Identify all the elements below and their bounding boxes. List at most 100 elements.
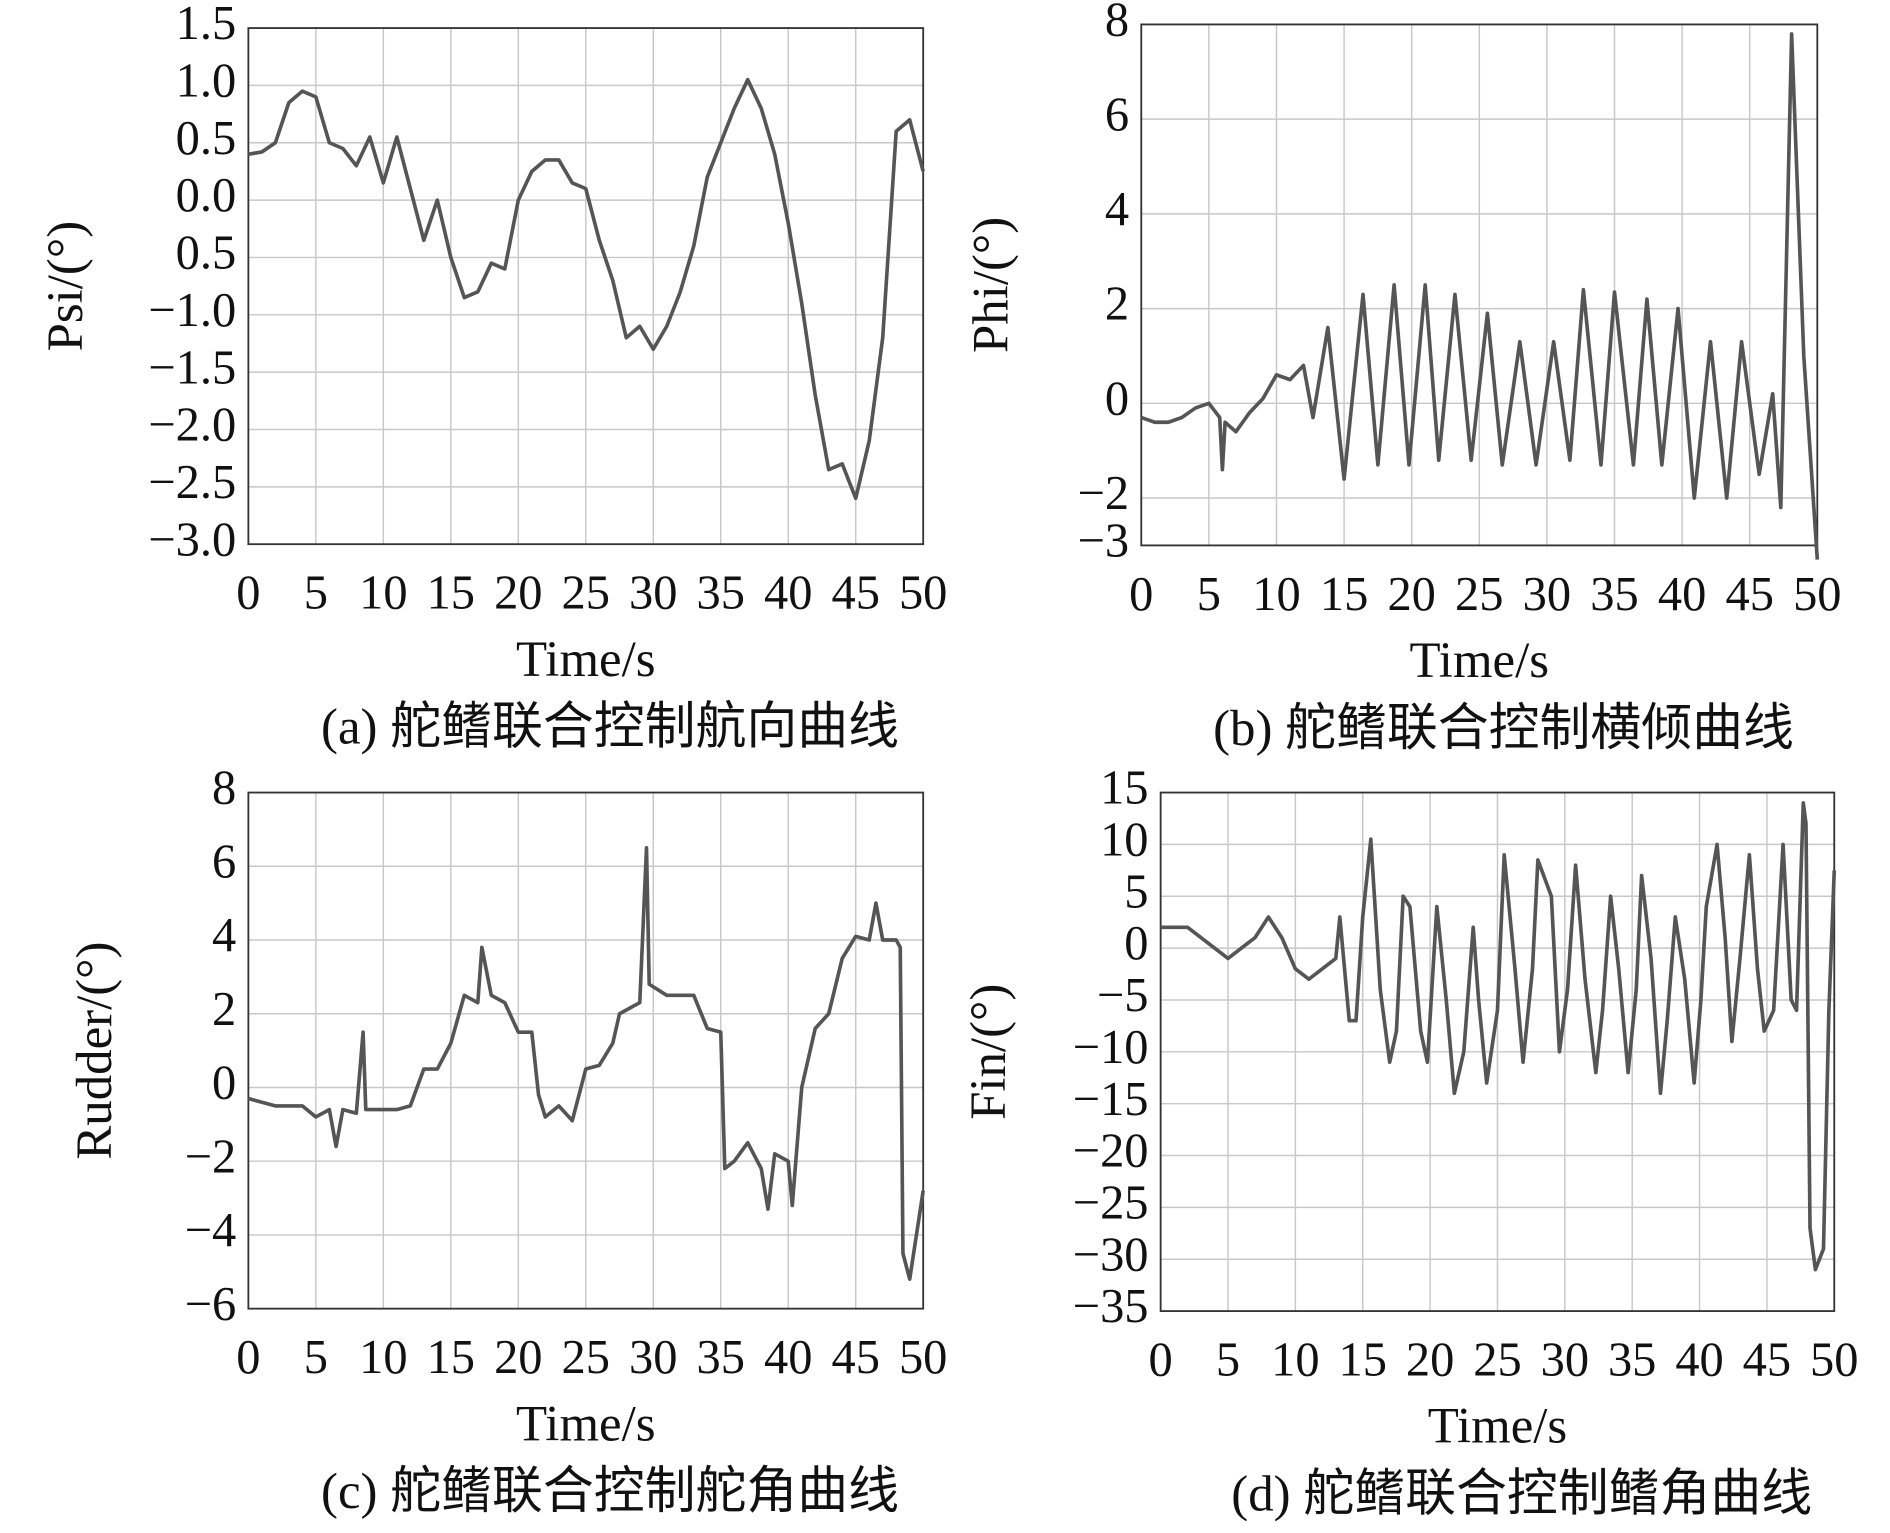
x-tick-label: 15 [427, 567, 475, 620]
x-tick-label: 20 [1387, 568, 1435, 621]
y-tick-label: 0 [212, 1057, 236, 1110]
plot-frame [1159, 791, 1836, 1312]
data-line [248, 77, 925, 501]
x-tick-label: 30 [629, 567, 677, 620]
x-tick-label: 0 [236, 567, 260, 620]
y-tick-label: −2.0 [148, 399, 236, 452]
x-tick-label: 45 [1725, 568, 1773, 621]
x-tick-label: 40 [764, 1331, 812, 1384]
x-tick-label: 40 [1675, 1334, 1723, 1387]
y-axis-label: Rudder/(°) [67, 942, 123, 1160]
x-tick-label: 20 [494, 1331, 542, 1384]
x-tick-label: 35 [1608, 1334, 1656, 1387]
x-tick-label: 0 [236, 1331, 260, 1384]
x-tick-label: 5 [1197, 568, 1221, 621]
data-line [1140, 32, 1820, 560]
y-tick-label: −25 [1073, 1177, 1149, 1230]
y-axis-label: Fin/(°) [961, 984, 1017, 1120]
y-tick-label: 4 [1105, 183, 1129, 236]
x-tick-label: 5 [304, 567, 328, 620]
x-tick-label: 20 [494, 567, 542, 620]
y-tick-label: −3 [1078, 515, 1130, 568]
x-axis-label: Time/s [1428, 1399, 1568, 1455]
y-axis-label: Psi/(°) [38, 221, 94, 352]
y-tick-label: −4 [185, 1204, 237, 1257]
y-tick-label: 1.0 [176, 55, 237, 108]
x-tick-label: 50 [899, 567, 947, 620]
plot-frame [247, 27, 925, 546]
y-tick-label: 8 [212, 762, 236, 815]
y-axis-label: Phi/(°) [964, 217, 1020, 353]
y-tick-label: 0.5 [176, 227, 237, 280]
y-tick-label: −10 [1073, 1021, 1149, 1074]
x-tick-label: 30 [629, 1331, 677, 1384]
y-tick-label: −2.5 [148, 456, 236, 509]
x-tick-label: 15 [1320, 568, 1368, 621]
x-tick-label: 5 [1216, 1334, 1240, 1387]
y-tick-label: −2 [1078, 467, 1130, 520]
y-tick-label: 0.5 [176, 112, 237, 165]
y-tick-label: 5 [1124, 865, 1148, 918]
x-tick-label: 20 [1406, 1334, 1454, 1387]
x-tick-label: 10 [359, 1331, 407, 1384]
y-tick-label: −6 [185, 1278, 237, 1331]
x-tick-label: 50 [1793, 568, 1841, 621]
x-tick-label: 30 [1523, 568, 1571, 621]
y-tick-label: −3.0 [148, 513, 236, 566]
x-tick-label: 25 [562, 567, 610, 620]
x-tick-label: 50 [1810, 1334, 1858, 1387]
x-tick-label: 35 [697, 567, 745, 620]
x-tick-label: 25 [562, 1331, 610, 1384]
x-axis-label: Time/s [1410, 633, 1550, 689]
y-tick-label: 10 [1100, 814, 1148, 867]
x-tick-label: 0 [1149, 1334, 1173, 1387]
y-tick-label: 0 [1124, 917, 1148, 970]
caption: (c) 舵鳍联合控制舵角曲线 [321, 1464, 899, 1520]
x-tick-label: 15 [1339, 1334, 1387, 1387]
x-tick-label: 10 [359, 567, 407, 620]
x-tick-label: 35 [1590, 568, 1638, 621]
x-tick-label: 30 [1541, 1334, 1589, 1387]
y-tick-label: 0 [1105, 372, 1129, 425]
y-tick-label: 2 [212, 983, 236, 1036]
y-tick-label: −1.0 [148, 284, 236, 337]
y-tick-label: −35 [1073, 1280, 1149, 1333]
x-tick-label: 35 [697, 1331, 745, 1384]
y-tick-label: −1.5 [148, 341, 236, 394]
x-tick-label: 45 [831, 567, 879, 620]
caption: (a) 舵鳍联合控制航向曲线 [321, 699, 899, 756]
y-tick-label: −2 [185, 1130, 237, 1183]
x-axis-label: Time/s [516, 1396, 656, 1452]
y-tick-label: 15 [1100, 762, 1148, 815]
y-tick-label: 0.0 [176, 169, 237, 222]
x-tick-label: 5 [304, 1331, 328, 1384]
data-line [1160, 801, 1837, 1272]
plot-frame [1140, 23, 1819, 547]
data-line [247, 846, 925, 1281]
y-tick-label: −20 [1073, 1125, 1149, 1178]
y-tick-label: 2 [1105, 278, 1129, 331]
x-tick-label: 50 [899, 1331, 947, 1384]
x-tick-label: 45 [1743, 1334, 1791, 1387]
y-tick-label: 4 [212, 909, 236, 962]
y-tick-label: −30 [1073, 1228, 1149, 1281]
x-tick-label: 25 [1455, 568, 1503, 621]
y-tick-label: 1.5 [176, 0, 237, 50]
x-tick-label: 40 [1658, 568, 1706, 621]
caption: (d) 舵鳍联合控制鳍角曲线 [1231, 1467, 1812, 1523]
x-tick-label: 10 [1252, 568, 1300, 621]
y-tick-label: 6 [212, 835, 236, 888]
x-axis-label: Time/s [516, 632, 656, 688]
y-tick-label: −15 [1073, 1073, 1149, 1126]
plot-frame [247, 791, 925, 1310]
x-tick-label: 10 [1271, 1334, 1319, 1387]
x-tick-label: 40 [764, 567, 812, 620]
caption: (b) 舵鳍联合控制横倾曲线 [1213, 701, 1794, 757]
x-tick-label: 15 [427, 1331, 475, 1384]
y-tick-label: −5 [1097, 969, 1149, 1022]
y-tick-label: 6 [1105, 88, 1129, 141]
x-tick-label: 45 [831, 1331, 879, 1384]
x-tick-label: 0 [1129, 568, 1153, 621]
x-tick-label: 25 [1473, 1334, 1521, 1387]
